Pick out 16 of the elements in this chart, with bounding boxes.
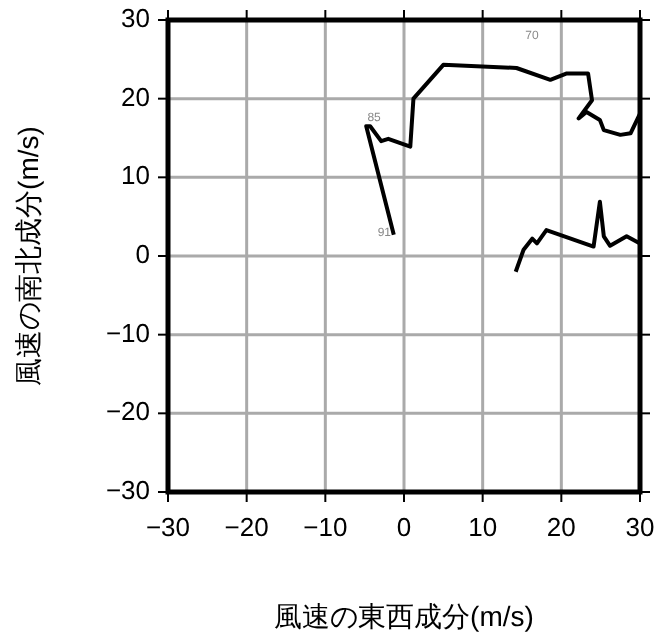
y-tick-label: −10 — [105, 317, 150, 348]
x-tick-label: 20 — [546, 512, 576, 542]
x-tick-label: −20 — [224, 512, 269, 542]
y-axis-title: 風速の南北成分(m/s) — [12, 126, 44, 386]
y-tick-label: −20 — [105, 396, 150, 427]
x-tick-label: −30 — [145, 512, 191, 542]
y-tick-label: 20 — [121, 81, 150, 112]
x-tick-label: 0 — [396, 512, 412, 542]
y-tick-label: 10 — [121, 160, 150, 191]
x-axis-title: 風速の東西成分(m/s) — [274, 600, 534, 632]
y-tick-label: 30 — [121, 2, 150, 33]
y-tick-label: 0 — [135, 238, 150, 269]
x-tick-label: −10 — [303, 512, 348, 542]
y-tick-label: −30 — [105, 474, 150, 505]
x-tick-label: 10 — [468, 512, 498, 542]
x-tick-label: 30 — [625, 512, 655, 542]
